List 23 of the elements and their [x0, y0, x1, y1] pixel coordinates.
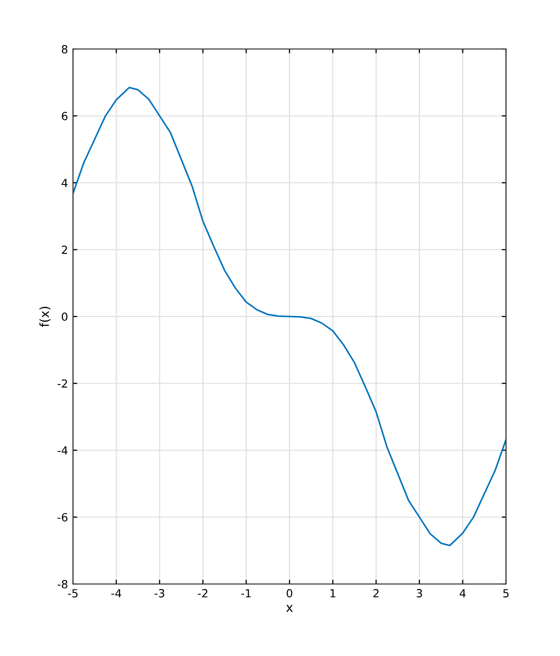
y-tick-label: 0	[62, 312, 68, 321]
x-tick-label: -5	[68, 589, 78, 598]
x-tick-label: 2	[373, 589, 379, 598]
x-axis-title: x	[286, 605, 293, 612]
x-tick-label: 3	[416, 589, 422, 598]
line-series	[73, 86, 506, 546]
y-tick-label: 8	[62, 44, 68, 54]
y-tick-label: 6	[62, 112, 68, 120]
y-tick-label: 4	[62, 178, 68, 187]
y-tick-label: -4	[58, 446, 68, 454]
x-tick-label: 5	[503, 589, 509, 598]
y-tick-label: -6	[58, 513, 68, 522]
x-tick-label: 0	[286, 589, 292, 598]
x-tick-label: -2	[198, 589, 208, 598]
y-tick-label: -2	[58, 379, 68, 388]
x-tick-label: -1	[241, 589, 251, 598]
y-tick-label: -8	[58, 580, 68, 588]
x-tick-label: 1	[330, 589, 336, 598]
x-tick-label: -3	[154, 589, 164, 598]
y-tick-label: 2	[62, 246, 68, 254]
y-axis-title: f(x)	[39, 306, 51, 327]
x-tick-label: -4	[111, 589, 122, 598]
x-tick-label: 4	[460, 589, 466, 598]
